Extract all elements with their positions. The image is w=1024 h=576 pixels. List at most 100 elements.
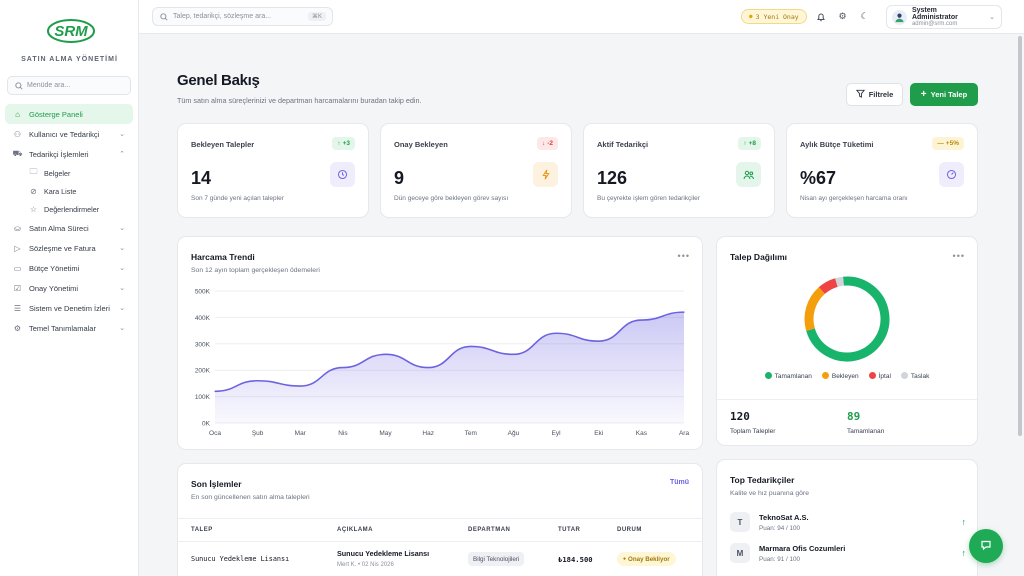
sidebar-subitem-blacklist[interactable]: ⊘ Kara Liste <box>5 182 133 200</box>
avatar <box>892 9 907 25</box>
chevron-down-icon: ⌄ <box>119 265 125 272</box>
x-tick-label: Ara <box>679 430 690 437</box>
supplier-score: Puan: 91 / 100 <box>759 556 800 563</box>
supplier-score: Puan: 94 / 100 <box>759 525 800 532</box>
donut-slice <box>818 278 838 295</box>
more-options-icon[interactable]: ••• <box>952 251 965 261</box>
sidebar-item-contracts[interactable]: ▷ Sözleşme ve Fatura ⌄ <box>5 238 133 258</box>
supplier-avatar: T <box>730 512 750 532</box>
new-request-button[interactable]: + Yeni Talep <box>910 83 978 106</box>
trend-up-icon: ↑ <box>961 517 967 527</box>
donut-slice <box>804 287 826 331</box>
stat-card-budget-usage[interactable]: Aylık Bütçe Tüketimi — +5% %67 Nisan ayı … <box>786 123 978 218</box>
truck-icon: ⛟ <box>12 149 23 158</box>
filter-icon <box>855 89 865 100</box>
dot-icon: ● <box>749 13 753 20</box>
completed-requests-value: 89 <box>847 410 861 423</box>
sidebar-item-budget[interactable]: ▭ Bütçe Yönetimi ⌄ <box>5 258 133 278</box>
list-icon: ☰ <box>13 303 22 313</box>
sidebar-item-users-suppliers[interactable]: ⚇ Kullanıcı ve Tedarikçi ⌄ <box>5 124 133 144</box>
legend-item: Tamamlanan <box>764 372 812 380</box>
arrow-up-icon: ↑ <box>337 140 341 147</box>
spending-trend-card: Harcama Trendi Son 12 ayın toplam gerçek… <box>177 236 703 450</box>
request-distribution-donut <box>804 276 890 362</box>
topbar: Talep, tedarikçi, sözleşme ara... ⌘K ● 3… <box>139 0 1024 34</box>
view-all-link[interactable]: Tümü <box>669 479 689 486</box>
page-scrollbar[interactable] <box>1018 36 1022 436</box>
cart-icon: ⛀ <box>14 223 21 233</box>
search-icon <box>14 81 23 90</box>
chevron-down-icon: ⌄ <box>119 305 125 312</box>
bell-icon[interactable] <box>815 11 826 22</box>
stat-delta-badge: ↑ +3 <box>332 137 355 150</box>
sidebar-item-label: Gösterge Paneli <box>29 109 83 119</box>
new-approvals-badge[interactable]: ● 3 Yeni Onay <box>741 9 807 24</box>
sidebar-subitem-evaluations[interactable]: ☆ Değerlendirmeler <box>5 200 133 218</box>
x-tick-label: Nis <box>338 430 348 437</box>
recent-transactions-card: Son İşlemler En son güncellenen satın al… <box>177 463 703 576</box>
global-search-input[interactable]: Talep, tedarikçi, sözleşme ara... ⌘K <box>152 7 333 26</box>
user-menu[interactable]: System Administrator admin@srm.com ⌄ <box>886 5 1002 29</box>
sidebar-item-purchasing[interactable]: ⛀ Satın Alma Süreci ⌄ <box>5 218 133 238</box>
sidebar-item-audit[interactable]: ☰ Sistem ve Denetim İzleri ⌄ <box>5 298 133 318</box>
global-search-placeholder: Talep, tedarikçi, sözleşme ara... <box>173 13 272 20</box>
sidebar-subitem-documents[interactable]: 🗀 Belgeler <box>5 164 133 182</box>
request-distribution-card: Talep Dağılımı ••• Tamamlanan Bekleyen İ… <box>716 236 978 446</box>
arrow-down-icon: ↓ <box>541 140 546 147</box>
area-fill <box>215 312 684 423</box>
users-icon: ⚇ <box>13 129 22 139</box>
star-icon: ☆ <box>29 204 38 214</box>
column-header[interactable]: TUTAR <box>558 527 581 533</box>
stat-value: %67 <box>800 168 837 188</box>
x-tick-label: Mar <box>295 430 307 437</box>
user-name: System Administrator <box>911 7 958 21</box>
sidebar-item-dashboard[interactable]: ⌂ Gösterge Paneli <box>5 104 133 124</box>
sidebar-item-supplier-operations[interactable]: ⛟ Tedarikçi İşlemleri ⌃ <box>5 144 133 164</box>
more-options-icon[interactable]: ••• <box>677 251 690 261</box>
column-header[interactable]: DEPARTMAN <box>468 527 511 533</box>
sidebar-subitem-label: Belgeler <box>44 168 71 178</box>
chevron-down-icon: ⌄ <box>989 14 995 21</box>
x-tick-label: Kas <box>636 430 648 437</box>
chevron-down-icon: ⌄ <box>119 225 125 232</box>
column-header[interactable]: AÇIKLAMA <box>337 527 373 533</box>
stat-label: Aktif Tedarikçi <box>597 140 649 149</box>
stat-delta-value: -2 <box>547 140 553 147</box>
data-point <box>342 366 344 369</box>
supplier-item[interactable]: M Marmara Ofis Cozumleri Puan: 91 / 100 … <box>730 543 966 565</box>
supplier-item[interactable]: T TeknoSat A.S. Puan: 94 / 100 ↑ <box>730 512 966 534</box>
legend-label: İptal <box>878 373 891 380</box>
sidebar-item-definitions[interactable]: ⚙ Temel Tanımlamalar ⌄ <box>5 318 133 338</box>
table-row[interactable]: Sunucu Yedekleme Lisansı Sunucu Yedeklem… <box>178 544 702 576</box>
completed-requests-label: Tamamlanan <box>847 428 885 435</box>
stat-card-pending[interactable]: Bekleyen Talepler ↑ +3 14 Son 7 günde yen… <box>177 123 369 218</box>
stat-value: 14 <box>191 168 212 188</box>
page-title: Genel Bakış <box>177 72 260 89</box>
gear-icon[interactable]: ⚙ <box>838 11 847 21</box>
dot-icon: ● <box>623 556 627 562</box>
dash-icon: — <box>937 140 944 147</box>
stat-card-awaiting-approval[interactable]: Onay Bekleyen ↓ -2 9 Dün geceye göre bekl… <box>380 123 572 218</box>
stat-delta-badge: — +5% <box>932 137 964 150</box>
supplier-name: Marmara Ofis Cozumleri <box>759 544 846 553</box>
menu-search-input[interactable]: Menüde ara... <box>7 76 131 95</box>
stat-card-active-suppliers[interactable]: Aktif Tedarikçi ↑ +8 126 Bu çeyrekte işle… <box>583 123 775 218</box>
legend-item: İptal <box>868 372 891 380</box>
sidebar-item-label: Temel Tanımlamalar <box>29 323 96 333</box>
chat-button[interactable] <box>969 529 1003 563</box>
table-header: TALEP AÇIKLAMA DEPARTMAN TUTAR DURUM <box>178 518 702 542</box>
srm-logo[interactable]: SRM <box>46 18 96 44</box>
data-point <box>299 385 301 387</box>
card-title: Harcama Trendi <box>191 252 255 262</box>
x-tick-label: Oca <box>209 430 221 437</box>
series-line <box>214 311 685 393</box>
moon-icon[interactable]: ☾ <box>860 11 869 21</box>
data-point <box>427 366 429 369</box>
column-header[interactable]: TALEP <box>191 527 213 533</box>
column-header[interactable]: DURUM <box>617 527 642 533</box>
request-name: Sunucu Yedekleme Lisansı <box>191 555 290 563</box>
sidebar-item-label: Sistem ve Denetim İzleri <box>29 303 110 313</box>
filter-button[interactable]: Filtrele <box>846 83 903 106</box>
sidebar-item-approvals[interactable]: ☑ Onay Yönetimi ⌄ <box>5 278 133 298</box>
total-requests-label: Toplam Talepler <box>730 428 776 435</box>
